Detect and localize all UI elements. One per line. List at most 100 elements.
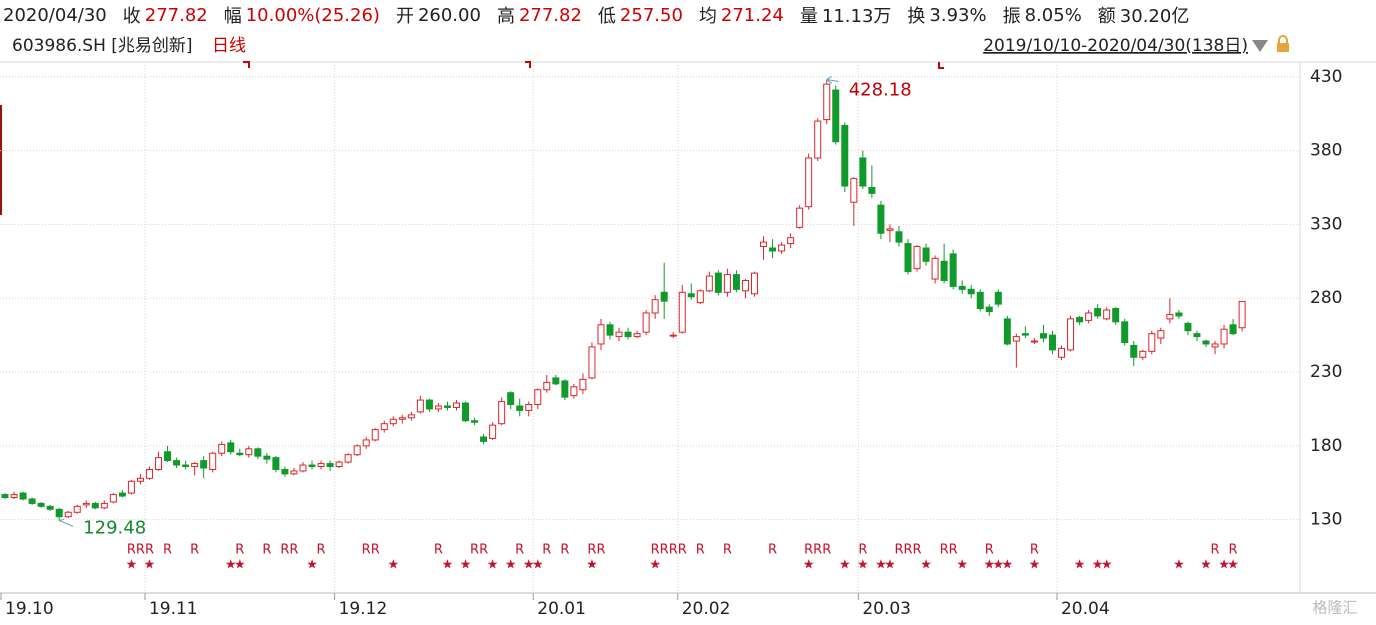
quote-value: 10.00%(25.26) <box>245 4 380 26</box>
event-r: R <box>362 543 371 558</box>
event-r: R <box>289 543 298 558</box>
lock-icon[interactable] <box>1277 43 1289 52</box>
event-flag <box>243 61 250 68</box>
event-star: ★ <box>1173 558 1185 573</box>
candle-body <box>290 470 298 475</box>
candle-body <box>1229 324 1237 335</box>
candle-body <box>91 502 99 509</box>
candle-body <box>841 124 849 187</box>
quote-label: 高 <box>496 6 515 27</box>
candle-body <box>1121 321 1129 344</box>
event-star: ★ <box>884 558 896 573</box>
candle-body <box>958 285 966 290</box>
event-flag <box>525 61 531 68</box>
quote-value: 2020/04/30 <box>3 4 107 26</box>
candle-body <box>380 423 388 431</box>
event-star: ★ <box>803 558 815 573</box>
candle-body <box>705 275 713 292</box>
candle-body <box>28 498 36 504</box>
candle-body <box>976 291 984 310</box>
event-r: R <box>596 543 605 558</box>
event-r: R <box>1210 543 1219 558</box>
candle-body <box>832 89 840 143</box>
candle-body <box>543 381 551 391</box>
dropdown-icon[interactable] <box>1252 40 1268 52</box>
event-r: R <box>371 543 380 558</box>
candle-body <box>281 468 289 475</box>
quote-label: 振 <box>1002 6 1021 27</box>
candle-body <box>624 331 632 338</box>
candle-body <box>669 334 677 337</box>
quote-value: 257.50 <box>619 4 683 26</box>
event-star: ★ <box>126 558 138 573</box>
symbol: 603986.SH [兆易创新] <box>12 36 193 56</box>
event-r: R <box>678 543 687 558</box>
candle-body <box>462 402 470 422</box>
quote-value: 11.13万 <box>821 6 892 27</box>
x-tick-label: 19.10 <box>5 599 54 619</box>
candle-body <box>642 312 650 333</box>
candle-body <box>1003 318 1011 345</box>
candle-body <box>434 405 442 410</box>
candle-body <box>371 429 379 441</box>
candle-body <box>1166 313 1174 320</box>
candle-body <box>687 293 695 298</box>
candle-body <box>353 445 361 456</box>
event-r: R <box>660 543 669 558</box>
candle-body <box>570 386 578 397</box>
candle-body <box>525 404 533 411</box>
candle-body <box>750 272 758 295</box>
candle-body <box>164 451 172 462</box>
event-star: ★ <box>649 558 661 573</box>
event-r: R <box>669 543 678 558</box>
event-star: ★ <box>460 558 472 573</box>
candle-body <box>425 399 433 410</box>
candle-body <box>949 253 957 287</box>
event-star: ★ <box>442 558 454 573</box>
candle-body <box>1012 336 1020 342</box>
candle-body <box>850 178 858 203</box>
quote-label: 额 <box>1097 6 1116 27</box>
max-pointer <box>826 76 839 84</box>
candle-body <box>209 452 217 470</box>
max-label: 428.18 <box>849 79 912 100</box>
candle-body <box>1202 340 1210 345</box>
candle-body <box>633 333 641 338</box>
candle-body <box>218 443 226 454</box>
event-r: R <box>280 543 289 558</box>
lock-shackle <box>1278 35 1288 43</box>
event-star: ★ <box>1092 558 1104 573</box>
candle-body <box>155 457 163 470</box>
quote-header: 2020/04/30 收 277.82 幅 10.00%(25.26) 开 260.00 高 2… <box>3 3 1205 28</box>
candle-body <box>561 380 569 398</box>
candle-body <box>335 461 343 468</box>
event-star: ★ <box>1227 558 1239 573</box>
event-r: R <box>651 543 660 558</box>
event-r: R <box>434 543 443 558</box>
candle-body <box>127 480 135 494</box>
candle-body <box>913 246 921 270</box>
event-star: ★ <box>225 558 237 573</box>
candle-body <box>1021 333 1029 336</box>
candle-body <box>344 454 352 463</box>
event-r: R <box>587 543 596 558</box>
candle-body <box>1076 316 1084 323</box>
quote-value: 277.82 <box>518 4 582 26</box>
event-star: ★ <box>532 558 544 573</box>
candle-body <box>182 464 190 468</box>
event-r: R <box>1030 543 1039 558</box>
candle-body <box>200 460 208 469</box>
date-range[interactable]: 2019/10/10-2020/04/30(138日) <box>983 36 1248 56</box>
candle-body <box>886 228 894 231</box>
quote-value: 30.20亿 <box>1119 6 1190 27</box>
candle-body <box>272 457 280 470</box>
candle-body <box>696 290 704 304</box>
event-star: ★ <box>144 558 156 573</box>
candle-body <box>922 247 930 262</box>
event-r: R <box>894 543 903 558</box>
candle-body <box>1220 328 1228 345</box>
candle-body <box>326 463 334 468</box>
event-r: R <box>696 543 705 558</box>
